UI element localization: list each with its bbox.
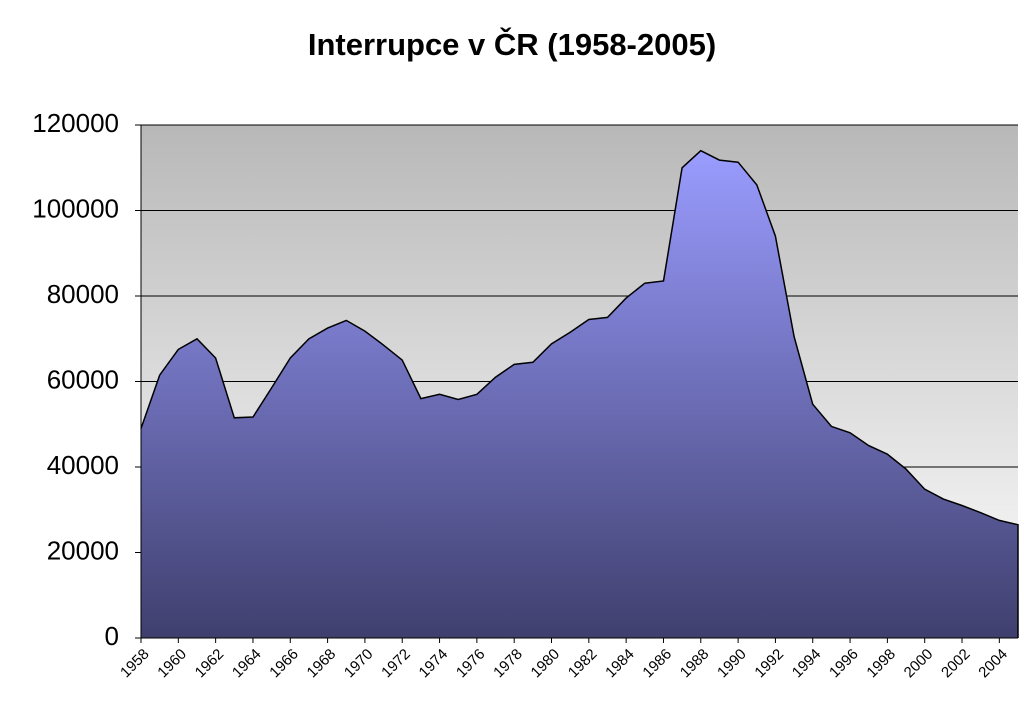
y-tick-label: 80000	[47, 279, 119, 309]
area	[141, 150, 1018, 638]
y-tick-label: 100000	[32, 193, 119, 223]
y-tick-label: 60000	[47, 364, 119, 394]
y-tick-label: 0	[105, 621, 119, 651]
chart-title: Interrupce v ČR (1958-2005)	[308, 26, 716, 62]
x-tick-label: 1966	[266, 646, 302, 682]
x-tick-label: 1968	[304, 646, 340, 682]
x-tick-label: 1974	[416, 646, 452, 682]
y-tick-label: 20000	[47, 535, 119, 565]
x-tick-label: 1986	[639, 646, 675, 682]
x-tick-label: 1964	[229, 646, 265, 682]
x-tick-label: 1984	[602, 646, 638, 682]
x-tick-label: 1988	[677, 646, 713, 682]
x-tick-label: 2004	[975, 646, 1011, 682]
x-tick-label: 1958	[117, 646, 153, 682]
x-tick-label: 1992	[751, 646, 787, 682]
x-tick-label: 1998	[863, 646, 899, 682]
x-tick-label: 1970	[341, 646, 377, 682]
y-tick-label: 40000	[47, 450, 119, 480]
x-tick-label: 1978	[490, 646, 526, 682]
x-tick-label: 1960	[154, 646, 190, 682]
x-tick-label: 1994	[789, 646, 825, 682]
x-tick-label: 1972	[378, 646, 414, 682]
x-tick-label: 1976	[453, 646, 489, 682]
x-tick-label: 1962	[192, 646, 228, 682]
x-tick-label: 1996	[826, 646, 862, 682]
x-tick-label: 1980	[528, 646, 564, 682]
x-tick-label: 1990	[714, 646, 750, 682]
area-outline	[140, 149, 1019, 638]
x-tick-label: 2000	[901, 646, 937, 682]
y-tick-label: 120000	[32, 108, 119, 138]
x-tick-label: 2002	[938, 646, 974, 682]
x-tick-label: 1982	[565, 646, 601, 682]
